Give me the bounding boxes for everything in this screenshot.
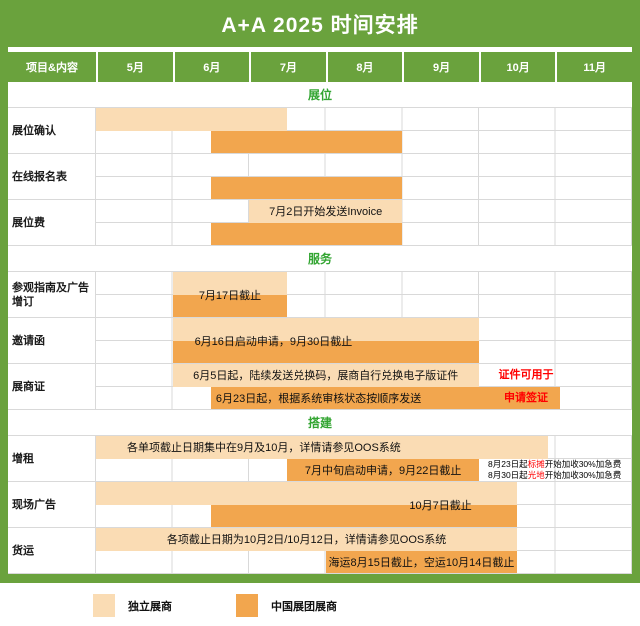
bar-independent: 7月2日开始发送Invoice	[249, 200, 403, 223]
gantt-frame: A+A 2025 时间安排 项目&内容 5月 6月 7月 8月 9月 10月 1…	[0, 0, 640, 583]
legend-label-independent: 独立展商	[128, 600, 172, 613]
bar-independent: 各单项截止日期集中在9月及10月，详情请参见OOS系统	[96, 436, 549, 459]
header-cell-month-9: 9月	[402, 52, 479, 82]
surcharge-note-line2: 8月30日起光地开始加收30%加急费	[488, 469, 622, 480]
bar-china-group	[172, 340, 479, 363]
deadline-label: 7月17日截止	[198, 289, 262, 302]
schedule-table: 项目&内容 5月 6月 7月 8月 9月 10月 11月 展位 展位确认 在线报…	[8, 47, 632, 574]
gantt-row-freight: 货运 各项截止日期为10月2日/10月12日，详情请参见OOS系统 海运8月15…	[8, 528, 632, 574]
gantt-row-visitor-guide-ads: 参观指南及广告增订 7月17日截止	[8, 272, 632, 318]
row-grid: 各单项截止日期集中在9月及10月，详情请参见OOS系统 7月中旬启动申请，9月2…	[96, 436, 632, 481]
row-grid: 7月17日截止	[96, 272, 632, 317]
row-label: 展位确认	[8, 108, 96, 153]
row-label: 增租	[8, 436, 96, 481]
surcharge-note: 8月23日起标摊开始加收30%加急费 8月30日起光地开始加收30%加急费	[488, 459, 621, 480]
surcharge-keyword-raw-space: 光地	[527, 469, 545, 480]
surcharge-note-line1: 8月23日起标摊开始加收30%加急费	[488, 459, 622, 469]
bar-china-group: 7月中旬启动申请，9月22日截止	[287, 458, 479, 481]
header-cell-month-8: 8月	[325, 52, 403, 82]
visa-note: 证件可用于 申请签证	[484, 364, 568, 409]
gantt-row-booth-fee: 展位费 7月2日开始发送Invoice	[8, 200, 632, 246]
header-cell-month-11: 11月	[555, 52, 632, 82]
bar-independent	[96, 482, 518, 505]
bar-china-group	[210, 176, 403, 199]
deadline-label: 6月16日启动申请，9月30日截止	[194, 335, 353, 348]
legend: 独立展商 中国展团展商	[93, 594, 640, 617]
bar-china-group	[210, 504, 518, 527]
bar-china-group	[172, 294, 288, 317]
row-grid: 10月7日截止	[96, 482, 632, 527]
bar-independent: 6月5日起，陆续发送兑换码，展商自行兑换电子版证件	[172, 364, 479, 387]
header-cell-month-5: 5月	[96, 52, 173, 82]
gantt-row-online-registration: 在线报名表	[8, 154, 632, 200]
gantt-row-onsite-advertising: 现场广告 10月7日截止	[8, 482, 632, 528]
header-cell-month-6: 6月	[172, 52, 250, 82]
gantt-row-exhibitor-badge: 展商证 6月5日起，陆续发送兑换码，展商自行兑换电子版证件 6月23日起，根据系…	[8, 364, 632, 410]
page-title: A+A 2025 时间安排	[221, 13, 419, 37]
section-header-booth: 展位	[8, 82, 632, 108]
header-cell-month-7: 7月	[249, 52, 326, 82]
row-label: 现场广告	[8, 482, 96, 527]
month-header-row: 项目&内容 5月 6月 7月 8月 9月 10月 11月	[8, 47, 632, 82]
gantt-row-additional-rental: 增租 各单项截止日期集中在9月及10月，详情请参见OOS系统 7月中旬启动申请，…	[8, 436, 632, 482]
bar-independent	[96, 108, 288, 131]
row-label: 参观指南及广告增订	[8, 272, 96, 317]
legend-item-china-group: 中国展团展商	[236, 594, 337, 617]
header-cell-projects: 项目&内容	[8, 52, 96, 82]
row-label: 展位费	[8, 200, 96, 245]
gantt-row-invitation-letter: 邀请函 6月16日启动申请，9月30日截止	[8, 318, 632, 364]
row-label: 邀请函	[8, 318, 96, 363]
row-label: 展商证	[8, 364, 96, 409]
visa-note-line2: 申请签证	[504, 391, 548, 404]
legend-item-independent: 独立展商	[93, 594, 172, 617]
legend-swatch-china-group	[236, 594, 258, 617]
header-cell-month-10: 10月	[478, 52, 556, 82]
section-header-construction: 搭建	[8, 410, 632, 436]
legend-swatch-independent	[93, 594, 115, 617]
bar-china-group	[210, 222, 403, 245]
row-grid: 6月5日起，陆续发送兑换码，展商自行兑换电子版证件 6月23日起，根据系统审核状…	[96, 364, 632, 409]
row-grid	[96, 154, 632, 199]
bar-independent: 各项截止日期为10月2日/10月12日，详情请参见OOS系统	[96, 528, 518, 551]
row-grid	[96, 108, 632, 153]
section-header-services: 服务	[8, 246, 632, 272]
surcharge-keyword-standard-booth: 标摊	[527, 459, 545, 469]
bar-independent	[172, 318, 479, 341]
visa-note-line1: 证件可用于	[498, 369, 554, 381]
gantt-row-booth-confirmation: 展位确认	[8, 108, 632, 154]
deadline-label: 10月7日截止	[409, 499, 472, 512]
bar-independent	[172, 272, 288, 295]
legend-label-china-group: 中国展团展商	[271, 600, 337, 613]
row-grid: 7月2日开始发送Invoice	[96, 200, 632, 245]
subrow-divider	[96, 294, 632, 295]
bar-china-group: 海运8月15日截止，空运10月14日截止	[325, 550, 518, 573]
bar-china-group	[210, 130, 403, 153]
row-grid: 各项截止日期为10月2日/10月12日，详情请参见OOS系统 海运8月15日截止…	[96, 528, 632, 573]
row-label: 在线报名表	[8, 154, 96, 199]
row-grid: 6月16日启动申请，9月30日截止	[96, 318, 632, 363]
row-label: 货运	[8, 528, 96, 573]
bar-china-group: 6月23日起，根据系统审核状态按顺序发送	[210, 386, 561, 409]
